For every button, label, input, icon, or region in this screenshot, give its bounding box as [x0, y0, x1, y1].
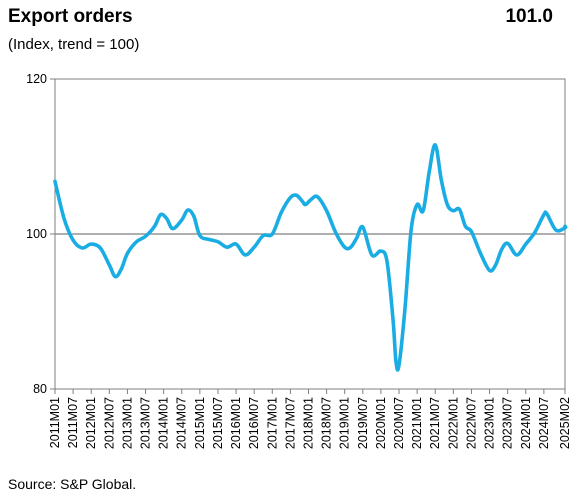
x-tick-label: 2024M07: [537, 397, 551, 449]
x-tick-label: 2018M07: [320, 397, 334, 449]
x-tick-label: 2023M01: [483, 397, 497, 449]
x-tick-label: 2015M01: [193, 397, 207, 449]
x-tick-label: 2022M07: [464, 397, 478, 449]
series-line-export-orders: [53, 143, 568, 372]
x-tick-label: 2012M07: [102, 397, 116, 449]
source-note: Source: S&P Global.: [8, 476, 137, 492]
x-tick-label: 2017M01: [265, 397, 279, 449]
x-tick-label: 2011M01: [48, 397, 62, 448]
x-tick-label: 2020M01: [374, 397, 388, 449]
x-tick-label: 2013M07: [139, 397, 153, 449]
x-tick-label: 2016M07: [247, 397, 261, 449]
x-tick-label: 2015M07: [211, 397, 225, 449]
x-tick-label: 2018M01: [301, 397, 315, 449]
x-tick-label: 2012M01: [84, 397, 98, 449]
x-tick-label: 2014M01: [157, 397, 171, 449]
chart-axes: [54, 78, 566, 390]
x-tick-label: 2013M01: [120, 397, 134, 449]
y-tick-label: 80: [33, 382, 47, 396]
x-tick-label: 2019M07: [356, 397, 370, 449]
x-tick-label: 2024M01: [519, 397, 533, 449]
series-layer: [53, 143, 568, 372]
y-tick-label: 120: [26, 72, 47, 86]
x-tick-label: 2021M07: [428, 397, 442, 449]
x-tick-label: 2021M01: [410, 397, 424, 449]
latest-value: 101.0: [505, 6, 553, 27]
x-tick-label: 2011M07: [66, 397, 80, 448]
x-tick-label: 2025M02: [558, 397, 572, 449]
chart-title: Export orders: [8, 6, 133, 27]
x-axis-ticks: 2011M01 2011M07 2012M01 2012M07 2013M01 2013M…: [48, 389, 572, 449]
x-tick-label: 2019M01: [338, 397, 352, 449]
x-tick-label: 2023M07: [501, 397, 515, 449]
x-tick-label: 2020M07: [392, 397, 406, 449]
y-tick-label: 100: [26, 227, 47, 241]
x-tick-label: 2022M01: [446, 397, 460, 449]
chart-subtitle: (Index, trend = 100): [8, 36, 140, 53]
y-axis-ticks: 80 100 120: [26, 72, 55, 396]
x-tick-label: 2017M07: [283, 397, 297, 449]
x-tick-label: 2014M07: [175, 397, 189, 449]
x-tick-label: 2016M01: [229, 397, 243, 449]
